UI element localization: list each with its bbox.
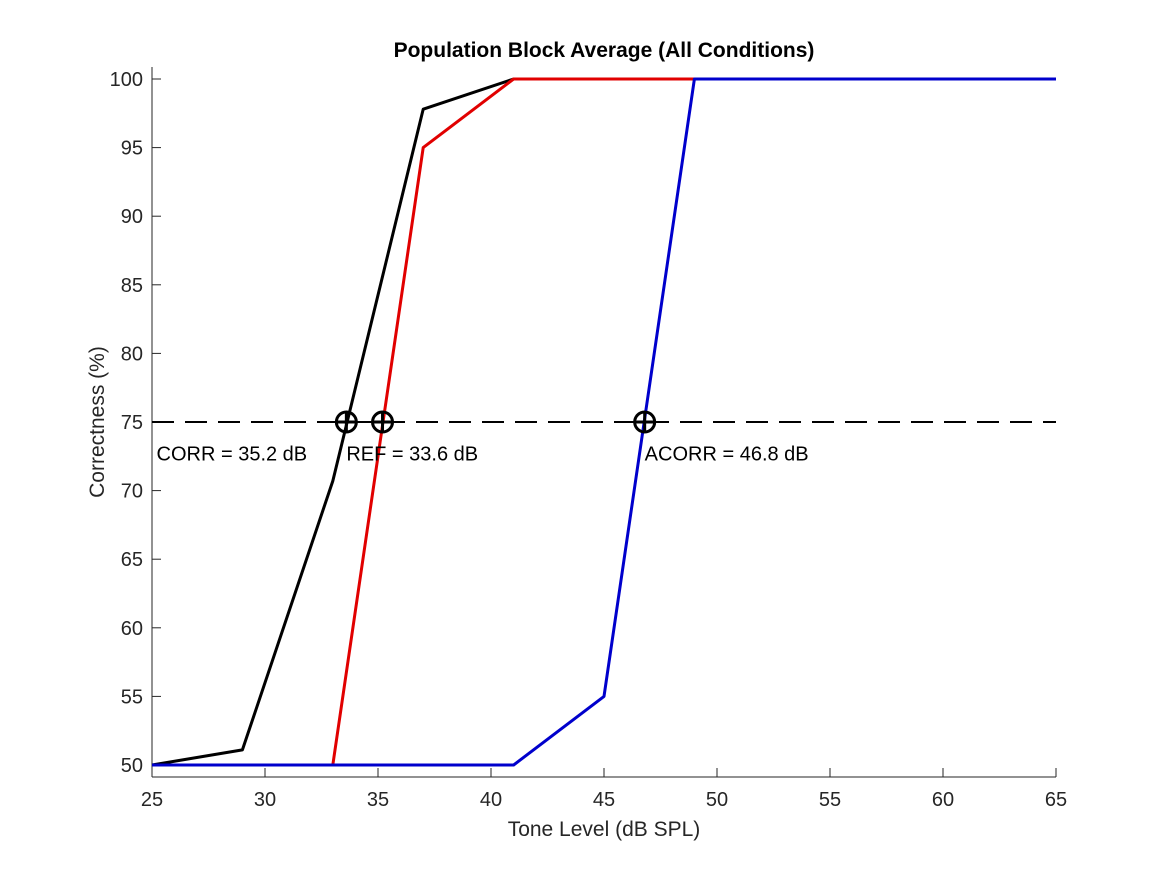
series-line-3	[152, 77, 1056, 767]
x-axis-label: Tone Level (dB SPL)	[508, 818, 701, 841]
x-tick-label: 65	[1045, 789, 1067, 811]
x-tick-label: 35	[367, 789, 389, 811]
y-tick-label: 100	[110, 69, 143, 91]
axes: 25 30 35 40 45 50 55 60 65 50 55 60 65 70 75 80 85 90 95 10…	[110, 67, 1067, 811]
y-tick-label: 70	[121, 481, 143, 503]
x-tick-label: 50	[706, 789, 728, 811]
y-tick-label: 95	[121, 138, 143, 160]
y-tick-label: 80	[121, 343, 143, 365]
x-tick-label: 45	[593, 789, 615, 811]
y-tick-label: 50	[121, 755, 143, 777]
x-tick-label: 60	[932, 789, 954, 811]
chart-title: Population Block Average (All Conditions…	[394, 39, 815, 62]
y-tick-label: 90	[121, 206, 143, 228]
x-tick-label: 55	[819, 789, 841, 811]
threshold-marker-layer	[334, 410, 657, 434]
threshold-marker	[334, 410, 358, 434]
y-tick-label: 55	[121, 686, 143, 708]
x-tick-label: 40	[480, 789, 502, 811]
threshold-annotation: CORR = 35.2 dB	[157, 444, 308, 466]
x-tick-label: 25	[141, 789, 163, 811]
threshold-marker	[633, 410, 657, 434]
y-tick-label: 75	[121, 412, 143, 434]
series-layer	[151, 77, 1056, 767]
threshold-marker	[371, 410, 395, 434]
y-axis-label: Correctness (%)	[86, 346, 109, 498]
x-tick-label: 30	[254, 789, 276, 811]
y-tick-label: 85	[121, 275, 143, 297]
threshold-annotation: ACORR = 46.8 dB	[645, 444, 809, 466]
y-tick-label: 65	[121, 549, 143, 571]
threshold-annotation: REF = 33.6 dB	[346, 444, 478, 466]
annotation-layer: CORR = 35.2 dB REF = 33.6 dB ACORR = 46.8 …	[157, 444, 809, 466]
y-tick-label: 60	[121, 618, 143, 640]
